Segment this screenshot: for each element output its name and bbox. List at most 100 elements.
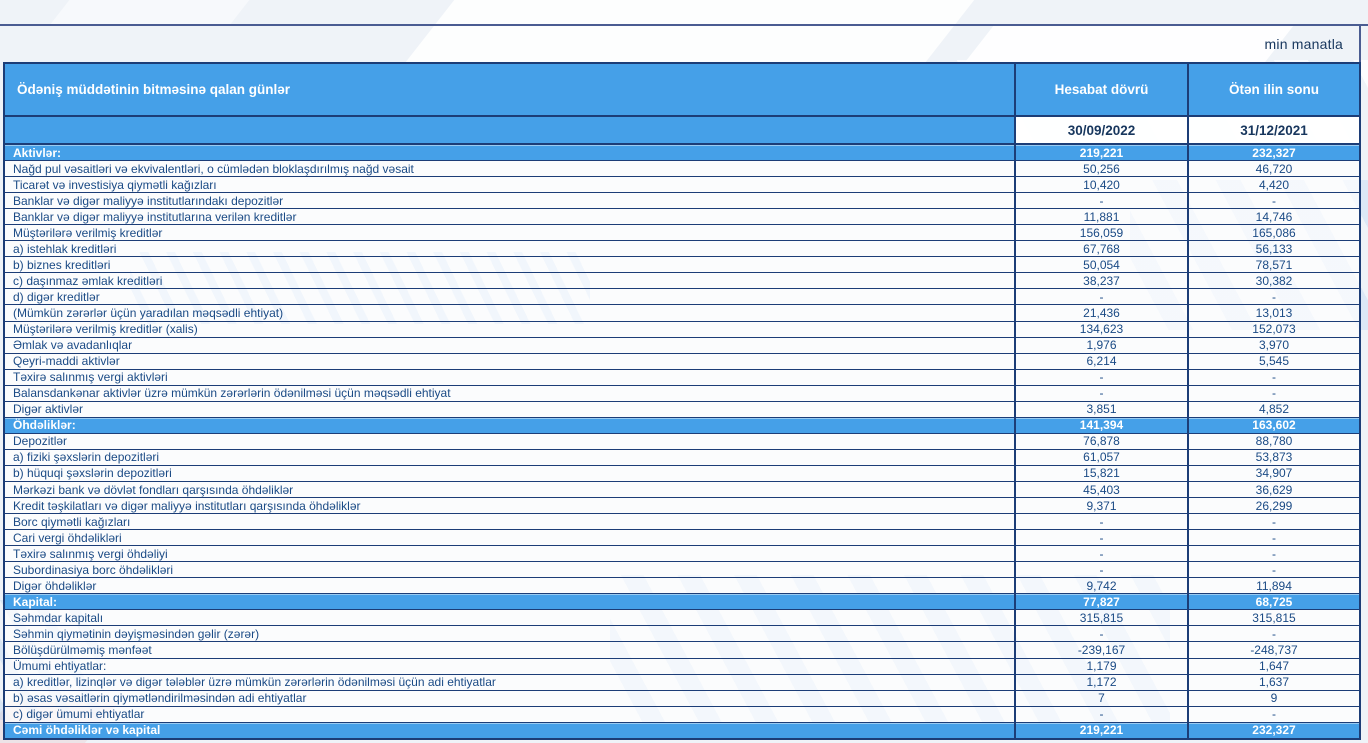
row-label-cell: Öhdəliklər: [5,417,1014,433]
row-label-cell: a) fiziki şəxslərin depozitləri [5,449,1014,465]
table-section-row: Kapital: 77,827 68,725 [5,594,1359,611]
row-label-cell: Səhmdar kapitalı [5,610,1014,626]
table-row: c) daşınmaz əmlak kreditləri 38,237 30,382 [5,273,1359,290]
value-previous-cell: 1,637 [1187,674,1359,690]
value-previous-cell: 315,815 [1187,610,1359,626]
value-current-cell: 6,214 [1014,353,1187,369]
value-previous-cell: 4,420 [1187,177,1359,193]
value-current-cell: 1,976 [1014,337,1187,353]
value-current-cell: 11,881 [1014,209,1187,225]
row-label-cell: d) digər kreditlər [5,289,1014,305]
row-label-cell: b) əsas vəsaitlərin qiymətləndirilməsind… [5,690,1014,706]
table-row: Mərkəzi bank və dövlət fondları qarşısın… [5,481,1359,499]
table-row: Depozitlər 76,878 88,780 [5,433,1359,450]
table-row: b) biznes kreditləri 50,054 78,571 [5,257,1359,274]
row-label-cell: b) hüquqi şəxslərin depozitləri [5,465,1014,481]
table-row: Cari vergi öhdəlikləri - - [5,530,1359,547]
value-current-cell: -239,167 [1014,642,1187,658]
table-row: Borc qiymətli kağızları - - [5,514,1359,531]
row-label-cell: Kredit təşkilatları və digər maliyyə ins… [5,498,1014,514]
value-previous-cell: 152,073 [1187,321,1359,337]
row-label-cell: Təxirə salınmış vergi aktivləri [5,369,1014,385]
table-row: Qeyri-maddi aktivlər 6,214 5,545 [5,353,1359,370]
value-previous-cell: 34,907 [1187,465,1359,481]
header-current-period: Hesabat dövrü [1014,64,1187,115]
table-row: Bölüşdürülməmiş mənfəət -239,167 -248,737 [5,642,1359,659]
value-current-cell: - [1014,193,1187,209]
table-row: Ticarət və investisiya qiymətli kağızlar… [5,177,1359,194]
row-label-cell: Səhmin qiymətinin dəyişməsindən gəlir (z… [5,626,1014,642]
table-section-row: Öhdəliklər: 141,394 163,602 [5,417,1359,434]
table-body: Aktivlər: 219,221 232,327 Nağd pul vəsaitlə… [5,145,1359,738]
value-previous-cell: 14,746 [1187,209,1359,225]
value-current-cell: 21,436 [1014,305,1187,321]
row-label-cell: Digər öhdəliklər [5,578,1014,594]
value-previous-cell: - [1187,385,1359,401]
row-label-cell: Cari vergi öhdəlikləri [5,530,1014,546]
table-row: a) istehlak kreditləri 67,768 56,133 [5,241,1359,258]
table-row: Kredit təşkilatları və digər maliyyə ins… [5,498,1359,515]
value-previous-cell: 11,894 [1187,578,1359,594]
row-label-cell: Digər aktivlər [5,401,1014,417]
value-current-cell: - [1014,289,1187,305]
value-previous-cell: - [1187,546,1359,562]
row-label-cell: Bölüşdürülməmiş mənfəət [5,642,1014,658]
value-current-cell: - [1014,369,1187,385]
watermark-swoosh [405,0,975,62]
table-row: Banklar və digər maliyyə institutlarına … [5,209,1359,226]
value-current-cell: 9,742 [1014,578,1187,594]
row-label-cell: Mərkəzi bank və dövlət fondları qarşısın… [5,481,1014,498]
watermark-swoosh [50,0,250,24]
value-current-cell: 315,815 [1014,610,1187,626]
table-row: b) əsas vəsaitlərin qiymətləndirilməsind… [5,690,1359,707]
row-label-cell: Müştərilərə verilmiş kreditlər [5,225,1014,241]
row-label-cell: b) biznes kreditləri [5,257,1014,273]
table-row: Təxirə salınmış vergi aktivləri - - [5,369,1359,386]
table-row: d) digər kreditlər - - [5,289,1359,306]
row-label-cell: Subordinasiya borc öhdəlikləri [5,562,1014,578]
row-label-cell: c) daşınmaz əmlak kreditləri [5,273,1014,289]
value-current-cell: - [1014,706,1187,722]
row-label-cell: Depozitlər [5,433,1014,449]
value-previous-cell: 30,382 [1187,273,1359,289]
row-label-cell: Ümumi ehtiyatlar: [5,658,1014,674]
row-label-cell: Banklar və digər maliyyə institutlarına … [5,209,1014,225]
table-row: Digər aktivlər 3,851 4,852 [5,401,1359,418]
row-label-cell: a) istehlak kreditləri [5,241,1014,257]
value-current-cell: - [1014,385,1187,401]
value-current-cell: 15,821 [1014,465,1187,481]
unit-label: min manatla [1264,36,1343,52]
value-previous-cell: 5,545 [1187,353,1359,369]
table-section-row: Aktivlər: 219,221 232,327 [5,145,1359,162]
row-label-cell: Kapital: [5,594,1014,610]
row-label-cell: Müştərilərə verilmiş kreditlər (xalis) [5,321,1014,337]
value-previous-cell: 53,873 [1187,449,1359,465]
table-header-row: Ödəniş müddətinin bitməsinə qalan günlər… [5,64,1359,117]
value-previous-cell: 232,327 [1187,722,1359,738]
value-previous-cell: 78,571 [1187,257,1359,273]
row-label-cell: Cəmi öhdəliklər və kapital [5,722,1014,738]
table-row: Digər öhdəliklər 9,742 11,894 [5,578,1359,595]
value-previous-cell: 36,629 [1187,481,1359,498]
table-row: b) hüquqi şəxslərin depozitləri 15,821 34,… [5,465,1359,482]
value-previous-cell: 46,720 [1187,161,1359,177]
row-label-cell: (Mümkün zərərlər üçün yaradılan məqsədli… [5,305,1014,321]
value-current-cell: 50,256 [1014,161,1187,177]
value-previous-cell: - [1187,369,1359,385]
date-row-spacer [5,117,1014,143]
value-previous-cell: 88,780 [1187,433,1359,449]
row-label-cell: Borc qiymətli kağızları [5,514,1014,530]
value-previous-cell: - [1187,514,1359,530]
value-previous-cell: 9 [1187,690,1359,706]
value-current-cell: 141,394 [1014,417,1187,433]
value-current-cell: 219,221 [1014,145,1187,161]
table-row: Əmlak və avadanlıqlar 1,976 3,970 [5,337,1359,354]
value-previous-cell: 232,327 [1187,145,1359,161]
value-current-cell: - [1014,562,1187,578]
row-label-cell: Qeyri-maddi aktivlər [5,353,1014,369]
value-current-cell: - [1014,514,1187,530]
current-period-date: 30/09/2022 [1014,117,1187,143]
value-current-cell: - [1014,546,1187,562]
value-current-cell: 50,054 [1014,257,1187,273]
row-label-cell: Ticarət və investisiya qiymətli kağızlar… [5,177,1014,193]
